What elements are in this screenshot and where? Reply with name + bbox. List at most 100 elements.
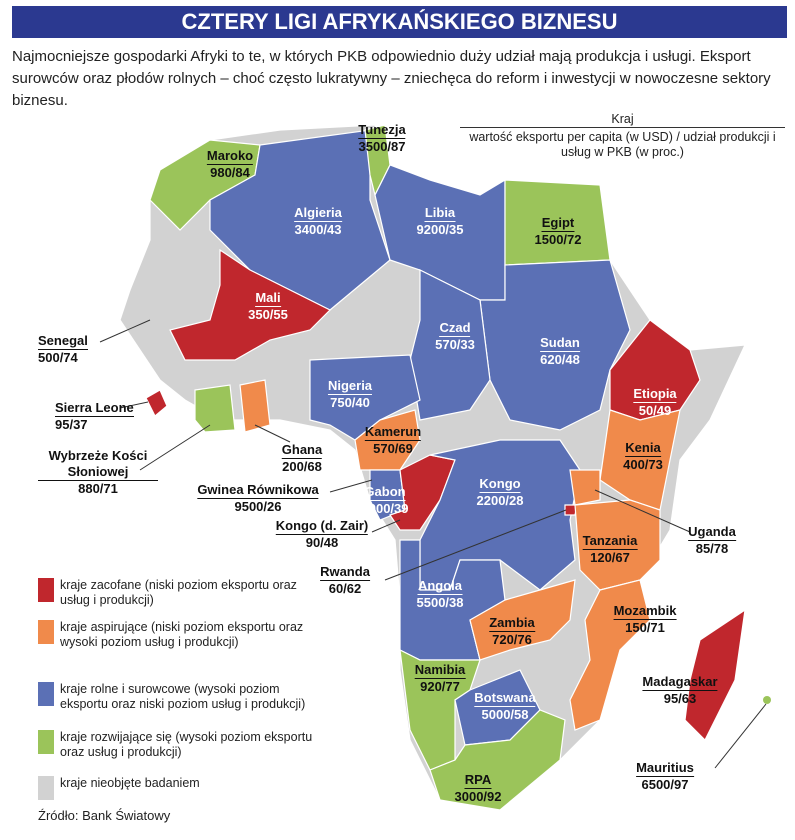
legend-label: kraje zacofane (niski poziom eksportu or… (60, 578, 297, 607)
mauritius (763, 696, 771, 704)
country-value: 120/67 (590, 550, 630, 565)
country-name: Czad (439, 320, 471, 337)
country-value: 95/63 (663, 691, 697, 706)
country-name: Mauritius (636, 760, 694, 777)
country-label: Botswana 5000/58 (474, 690, 536, 723)
country-label: Rwanda 60/62 (320, 564, 370, 597)
country-name: Gwinea Równikowa (197, 482, 319, 499)
country-label: Mozambik 150/71 (613, 603, 677, 636)
country-name: Etiopia (633, 386, 677, 403)
mali (169, 248, 332, 361)
legend-swatch (38, 620, 54, 644)
country-name: Algieria (294, 205, 342, 222)
country-name: Ghana (281, 442, 323, 459)
leader-line (594, 489, 691, 533)
country-value: 500/74 (38, 350, 78, 365)
country-value: 2200/28 (476, 493, 524, 508)
country-label: Mali 350/55 (248, 290, 288, 323)
country-label: Gabon 6000/39 (362, 484, 409, 517)
country-value: 50/49 (638, 403, 672, 418)
leader-line (384, 509, 567, 581)
country-value: 570/33 (435, 337, 475, 352)
country-name: Wybrzeże Kości Słoniowej (38, 448, 158, 481)
leader-line (99, 319, 151, 343)
country-value: 350/55 (248, 307, 288, 322)
sudan (479, 259, 631, 431)
tanzania (574, 499, 661, 591)
country-value: 6000/39 (361, 501, 409, 516)
country-name: Sudan (540, 335, 580, 352)
country-value: 620/48 (540, 352, 580, 367)
country-value: 9200/35 (416, 222, 464, 237)
wybrzeze (194, 384, 236, 433)
rpa (429, 709, 566, 811)
country-label: Kongo 2200/28 (477, 476, 524, 509)
madagaskar (684, 608, 746, 742)
country-value: 750/40 (330, 395, 370, 410)
country-name: Egipt (541, 215, 575, 232)
country-label: Libia 9200/35 (417, 205, 464, 238)
country-name: Madagaskar (642, 674, 718, 691)
country-value: 3500/87 (358, 139, 406, 154)
country-name: Tanzania (582, 533, 638, 550)
country-value: 720/76 (492, 632, 532, 647)
country-name: Mozambik (613, 603, 677, 620)
country-label: Kenia 400/73 (623, 440, 663, 473)
country-name: Namibia (414, 662, 466, 679)
intro: Najmocniejsze gospodarki Afryki to te, w… (12, 48, 771, 109)
legend-label: kraje rozwijające się (wysoki poziom eks… (60, 730, 313, 759)
country-name: Mali (255, 290, 281, 307)
country-value: 95/37 (55, 417, 88, 432)
country-value: 3000/92 (454, 789, 502, 804)
country-value: 6500/97 (641, 777, 689, 792)
leader-line (254, 424, 291, 443)
legend-label: kraje nieobjęte badaniem (60, 776, 200, 790)
country-label: Sierra Leone 95/37 (55, 400, 134, 433)
country-label: Senegal 500/74 (38, 333, 88, 366)
country-label: Algieria 3400/43 (294, 205, 342, 238)
legend-label: kraje aspirujące (niski poziom eksportu … (60, 620, 304, 649)
leader-line (714, 703, 767, 769)
country-value: 880/71 (78, 481, 118, 496)
ghana (239, 379, 271, 433)
country-label: Tanzania 120/67 (582, 533, 638, 566)
country-value: 3400/43 (294, 222, 342, 237)
country-value: 400/73 (623, 457, 663, 472)
country-value: 150/71 (625, 620, 665, 635)
country-label: Mauritius 6500/97 (636, 760, 694, 793)
country-value: 85/78 (695, 541, 729, 556)
legend-swatch (38, 682, 54, 706)
country-label: Egipt 1500/72 (535, 215, 582, 248)
country-value: 90/48 (305, 535, 339, 550)
country-value: 60/62 (328, 581, 362, 596)
country-label: RPA 3000/92 (455, 772, 502, 805)
legend-label: kraje rolne i surowcowe (wysoki poziom e… (60, 682, 306, 711)
country-name: Libia (424, 205, 456, 222)
rwanda (564, 504, 578, 516)
legend-swatch (38, 776, 54, 800)
country-name: Botswana (474, 690, 536, 707)
country-value: 570/69 (373, 441, 413, 456)
country-label: Sudan 620/48 (540, 335, 580, 368)
key-title: Kraj (460, 112, 785, 128)
country-name: Kongo (d. Zair) (275, 518, 369, 535)
legend-swatch (38, 730, 54, 754)
zambia (469, 579, 576, 661)
country-label: Nigeria 750/40 (327, 378, 373, 411)
country-label: Gwinea Równikowa 9500/26 (197, 482, 319, 515)
country-label: Ghana 200/68 (281, 442, 323, 475)
country-label: Maroko 980/84 (206, 148, 254, 181)
sierra-leone (145, 389, 168, 417)
leader-line (139, 424, 211, 471)
country-value: 5000/58 (481, 707, 529, 722)
country-name: Zambia (489, 615, 535, 632)
country-label: Madagaskar 95/63 (642, 674, 718, 707)
czad (409, 269, 491, 421)
uganda (569, 469, 601, 506)
country-value: 5500/38 (416, 595, 464, 610)
leader-lines (99, 319, 767, 769)
country-name: RPA (464, 772, 492, 789)
country-name: Sierra Leone (55, 400, 134, 417)
